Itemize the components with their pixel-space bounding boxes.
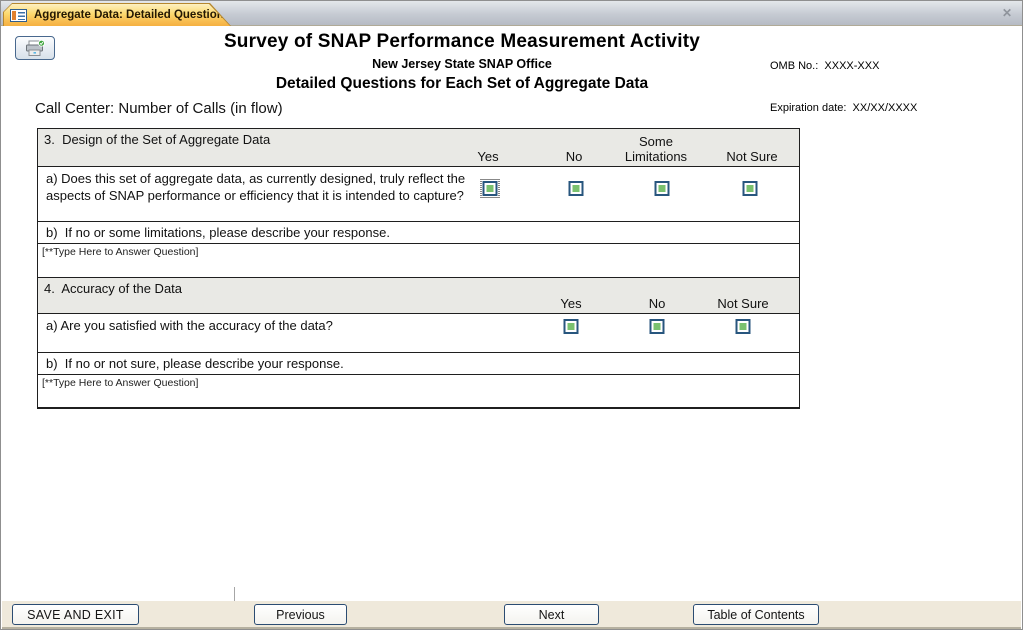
q4b-row: b) If no or not sure, please describe yo…: [38, 353, 799, 375]
q3-column-yes: Yes: [477, 149, 499, 164]
form-content: Survey of SNAP Performance Measurement A…: [2, 27, 1021, 629]
page-subtitle: Detailed Questions for Each Set of Aggre…: [275, 75, 649, 92]
q4-column-yes: Yes: [560, 296, 582, 311]
q3-column-some-limitations: Some Limitations: [624, 134, 688, 164]
page-title: Survey of SNAP Performance Measurement A…: [223, 31, 701, 52]
office-subtitle: New Jersey State SNAP Office: [372, 57, 552, 71]
q4a-checkbox-no[interactable]: [649, 319, 665, 334]
tab-fill: Aggregate Data: Detailed Questions: [4, 4, 230, 26]
q3-answer-placeholder-text: [**Type Here to Answer Question]: [42, 246, 199, 258]
q3a-checkbox-no[interactable]: [568, 181, 584, 196]
document-tab-bar: Aggregate Data: Detailed Questions ✕: [1, 1, 1022, 26]
q4-answer-placeholder-text: [**Type Here to Answer Question]: [42, 377, 199, 389]
q3a-row: a) Does this set of aggregate data, as c…: [38, 167, 799, 222]
q3a-checkbox-some-limitations[interactable]: [654, 181, 670, 196]
q3-header-row: 3. Design of the Set of Aggregate Data Y…: [38, 129, 799, 167]
omb-number-label: OMB No.: XXXX-XXX: [770, 60, 880, 72]
print-button[interactable]: [15, 36, 55, 60]
q4-column-no: No: [648, 296, 666, 311]
q4a-question-text: a) Are you satisfied with the accuracy o…: [46, 318, 333, 333]
q3-column-not-sure: Not Sure: [726, 149, 778, 164]
printer-icon: [26, 39, 45, 56]
q4a-checkbox-not-sure[interactable]: [735, 319, 751, 334]
previous-button[interactable]: Previous: [254, 604, 347, 625]
q3-column-no: No: [565, 149, 583, 164]
save-and-exit-button[interactable]: SAVE AND EXIT: [12, 604, 139, 625]
q4a-row: a) Are you satisfied with the accuracy o…: [38, 314, 799, 353]
q3a-checkbox-not-sure[interactable]: [742, 181, 758, 196]
footer-bottom-band: [2, 627, 1021, 629]
q4-section-title: 4. Accuracy of the Data: [44, 281, 183, 296]
q4-answer-input[interactable]: [**Type Here to Answer Question]: [38, 375, 799, 407]
question-table: 3. Design of the Set of Aggregate Data Y…: [37, 128, 800, 409]
expiration-date-label: Expiration date: XX/XX/XXXX: [770, 102, 918, 114]
q3b-row: b) If no or some limitations, please des…: [38, 222, 799, 244]
q3b-question-text: b) If no or some limitations, please des…: [46, 225, 390, 240]
record-context-label: Call Center: Number of Calls (in flow): [35, 100, 283, 117]
q3-section-title: 3. Design of the Set of Aggregate Data: [44, 132, 271, 147]
table-of-contents-button[interactable]: Table of Contents: [693, 604, 819, 625]
q3a-question-text: a) Does this set of aggregate data, as c…: [46, 171, 469, 203]
form-icon: [10, 8, 27, 22]
q4-header-row: 4. Accuracy of the Data Yes No Not Sure: [38, 278, 799, 314]
q4-column-not-sure: Not Sure: [717, 296, 769, 311]
q3a-checkbox-yes[interactable]: [480, 179, 500, 198]
close-icon[interactable]: ✕: [1001, 6, 1012, 20]
omb-block: OMB No.: XXXX-XXX Expiration date: XX/XX…: [770, 31, 917, 143]
next-button[interactable]: Next: [504, 604, 599, 625]
q3-answer-input[interactable]: [**Type Here to Answer Question]: [38, 244, 799, 278]
tab-label: Aggregate Data: Detailed Questions: [34, 9, 231, 21]
q4b-question-text: b) If no or not sure, please describe yo…: [46, 356, 344, 371]
title-block: Survey of SNAP Performance Measurement A…: [142, 31, 782, 93]
tab-aggregate-data-detailed-questions[interactable]: Aggregate Data: Detailed Questions: [3, 3, 231, 26]
q4a-checkbox-yes[interactable]: [563, 319, 579, 334]
